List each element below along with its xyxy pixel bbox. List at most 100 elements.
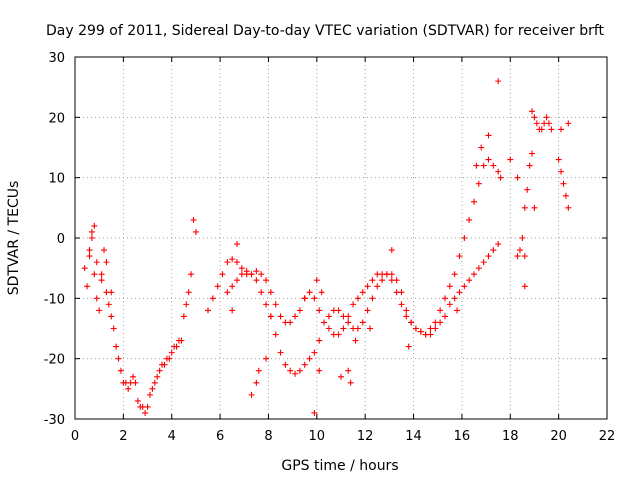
- data-point: [340, 313, 347, 320]
- data-point: [146, 391, 153, 398]
- series-track-i: [555, 156, 572, 211]
- data-point: [229, 256, 236, 263]
- data-point: [340, 325, 347, 332]
- data-point: [558, 126, 565, 133]
- data-point: [521, 283, 528, 290]
- data-point: [86, 253, 93, 260]
- data-point: [514, 253, 521, 260]
- data-point: [185, 289, 192, 296]
- data-point: [555, 156, 562, 163]
- data-point: [253, 379, 260, 386]
- data-point: [543, 114, 550, 121]
- y-tick-label: 20: [48, 111, 65, 126]
- x-tick-label: 2: [119, 429, 127, 444]
- series-scatter: [229, 78, 572, 416]
- data-point: [219, 271, 226, 278]
- data-point: [456, 289, 463, 296]
- data-point: [531, 114, 538, 121]
- data-point: [125, 385, 132, 392]
- data-point: [379, 277, 386, 284]
- y-tick-label: 10: [48, 172, 65, 187]
- data-point: [473, 162, 480, 169]
- data-point: [403, 313, 410, 320]
- data-point: [533, 120, 540, 127]
- data-point: [403, 307, 410, 314]
- data-point: [105, 301, 112, 308]
- data-point: [238, 271, 245, 278]
- data-point: [272, 301, 279, 308]
- data-point: [451, 295, 458, 302]
- data-point: [490, 247, 497, 254]
- data-point: [405, 343, 412, 350]
- data-point: [441, 313, 448, 320]
- data-point: [374, 283, 381, 290]
- data-point: [562, 192, 569, 199]
- data-point: [93, 295, 100, 302]
- y-tick-label: -10: [44, 292, 65, 307]
- data-point: [558, 168, 565, 175]
- data-point: [188, 271, 195, 278]
- data-point: [345, 319, 352, 326]
- data-point: [485, 253, 492, 260]
- series-track-e: [224, 268, 323, 377]
- data-point: [529, 150, 536, 157]
- data-point: [292, 370, 299, 377]
- data-point: [81, 265, 88, 272]
- series-track-h: [529, 108, 555, 133]
- data-point: [168, 349, 175, 356]
- data-point: [301, 361, 308, 368]
- data-point: [311, 349, 318, 356]
- data-point: [446, 301, 453, 308]
- data-point: [313, 277, 320, 284]
- data-point: [183, 301, 190, 308]
- data-point: [173, 343, 180, 350]
- data-point: [427, 331, 434, 338]
- data-point: [480, 162, 487, 169]
- data-point: [497, 174, 504, 181]
- data-point: [263, 301, 270, 308]
- data-point: [516, 247, 523, 254]
- data-point: [110, 325, 117, 332]
- data-point: [287, 319, 294, 326]
- data-point: [495, 168, 502, 175]
- data-point: [316, 337, 323, 344]
- data-point: [408, 319, 415, 326]
- data-point: [154, 373, 161, 380]
- x-tick-label: 22: [599, 429, 616, 444]
- data-point: [519, 235, 526, 241]
- data-point: [398, 301, 405, 308]
- data-point: [224, 259, 231, 266]
- data-point: [255, 367, 262, 374]
- data-point: [243, 268, 250, 275]
- data-point: [142, 409, 149, 416]
- data-point: [456, 253, 463, 260]
- data-point: [529, 108, 536, 115]
- data-point: [454, 307, 461, 314]
- data-point: [306, 289, 313, 296]
- data-point: [306, 355, 313, 362]
- data-point: [466, 216, 473, 223]
- data-point: [108, 289, 115, 296]
- grid-lines: [75, 57, 607, 419]
- data-point: [178, 337, 185, 344]
- data-point: [277, 349, 284, 356]
- data-point: [565, 120, 572, 127]
- data-point: [263, 277, 270, 284]
- data-point: [514, 174, 521, 181]
- data-point: [258, 271, 265, 278]
- y-tick-label: 30: [48, 51, 65, 66]
- data-point: [565, 204, 572, 211]
- data-point: [132, 379, 139, 386]
- axis-ticks: 0 2 4 6 8 10 12 14 16 18 20 22 -30 -20 -10 0 10 20 30: [44, 51, 616, 444]
- data-point: [234, 277, 241, 284]
- data-point: [538, 126, 545, 133]
- data-point: [180, 313, 187, 320]
- data-point: [296, 367, 303, 374]
- data-point: [96, 307, 103, 314]
- data-point: [91, 222, 98, 229]
- x-axis-label: GPS time / hours: [281, 458, 398, 474]
- data-point: [495, 78, 502, 85]
- data-point: [224, 289, 231, 296]
- data-point: [234, 259, 241, 266]
